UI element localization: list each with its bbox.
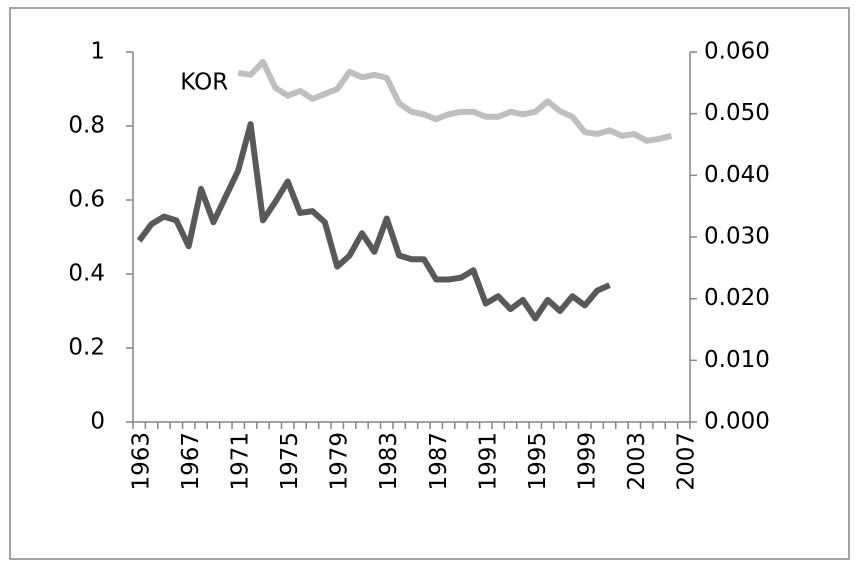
y2-tick-label: 0.010	[704, 347, 770, 373]
y-tick-label: 0	[90, 409, 105, 435]
x-tick-label: 1979	[327, 432, 353, 491]
y-tick-label: 0.8	[68, 113, 105, 139]
x-tick-label: 1987	[426, 432, 452, 491]
series-line	[237, 58, 673, 144]
y-tick-label: 0.2	[68, 335, 105, 361]
x-tick-label: 1995	[525, 432, 551, 491]
x-tick-label: 1971	[228, 432, 254, 491]
y-tick-label: 0.6	[68, 187, 105, 213]
x-tick-label: 1963	[129, 432, 155, 491]
x-tick-label: 1991	[475, 432, 501, 491]
x-tick-label: 1975	[277, 432, 303, 491]
y-tick-label: 1	[90, 39, 105, 65]
y2-tick-label: 0.020	[704, 285, 770, 311]
y2-tick-label: 0.030	[704, 224, 770, 250]
y2-tick-label: 0.040	[704, 162, 770, 188]
series-line	[136, 121, 611, 322]
y2-tick-label: 0.000	[704, 409, 770, 435]
y2-tick-label: 0.050	[704, 100, 770, 126]
chart-border	[9, 7, 850, 560]
y-tick-label: 0.4	[68, 261, 105, 287]
x-tick-label: 1983	[376, 432, 402, 491]
y2-tick-label: 0.060	[704, 39, 770, 65]
x-tick-label: 1967	[178, 432, 204, 491]
series-label: KOR	[180, 69, 228, 95]
x-tick-label: 2003	[624, 432, 650, 491]
x-tick-label: 2007	[673, 432, 699, 491]
x-tick-label: 1999	[574, 432, 600, 491]
